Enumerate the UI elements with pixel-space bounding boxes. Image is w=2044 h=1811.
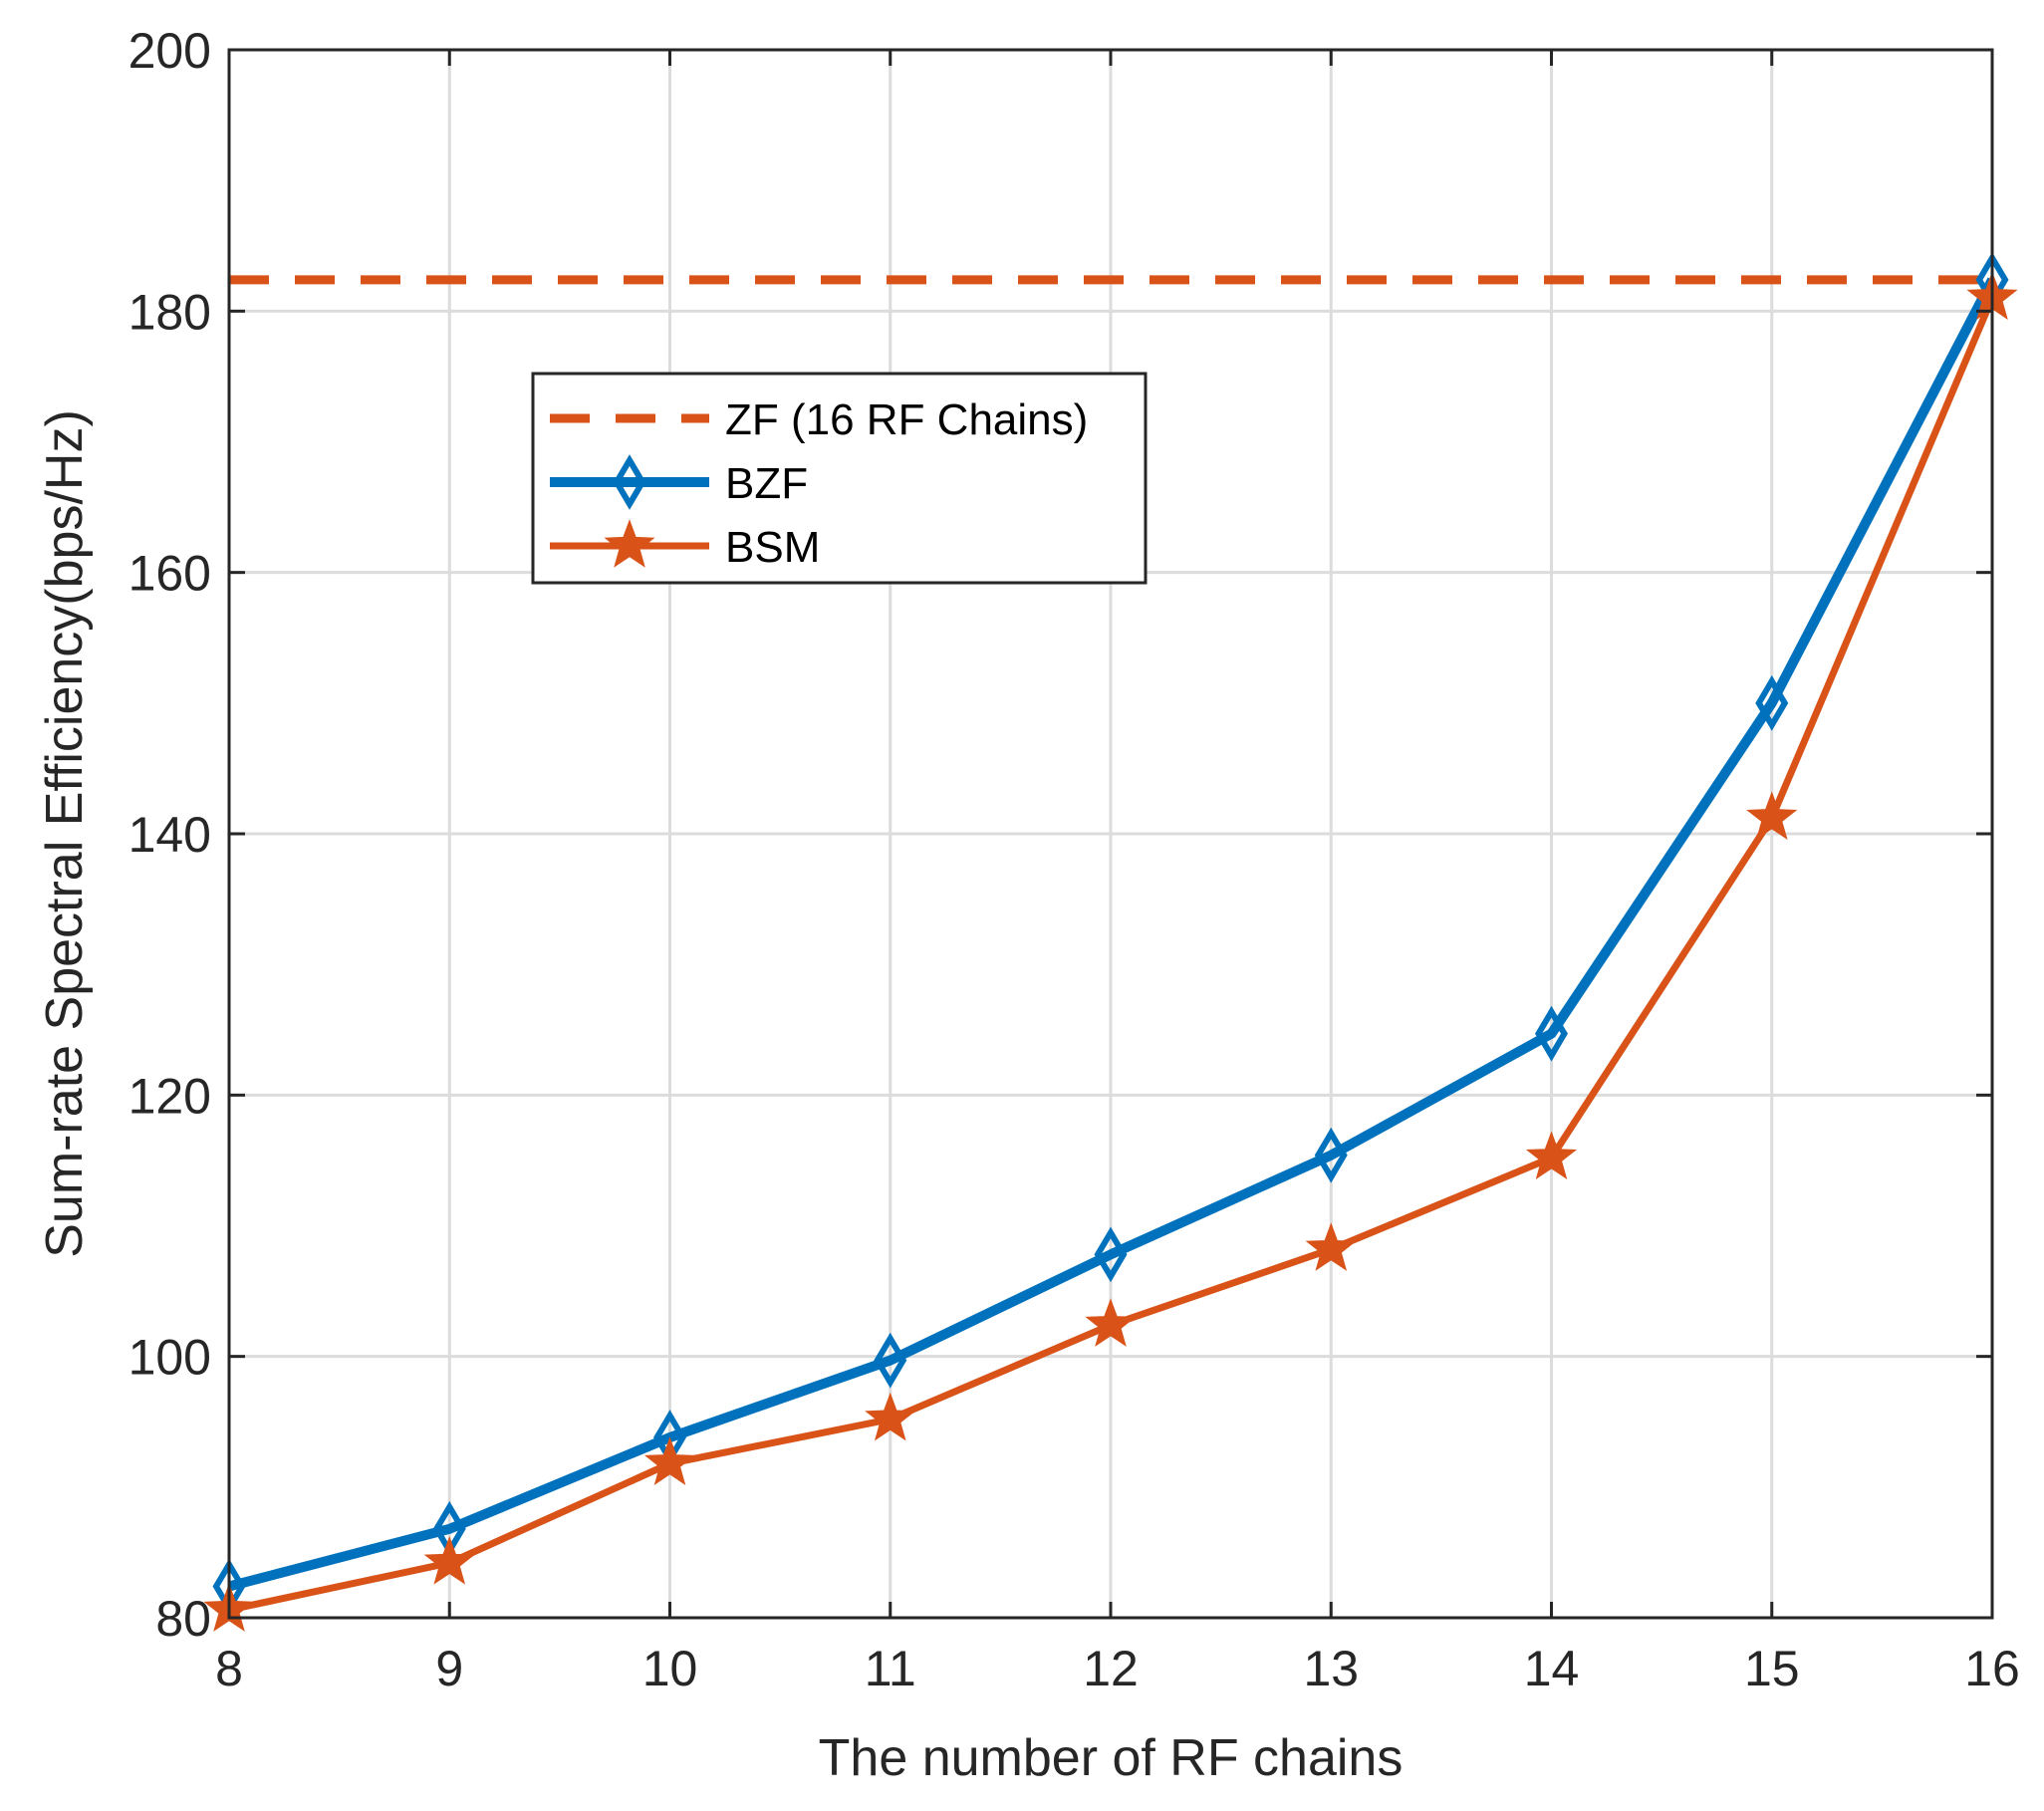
legend-marker-bzf — [613, 454, 646, 510]
y-tick-label: 160 — [128, 546, 211, 602]
x-tick-label: 16 — [1964, 1641, 2020, 1696]
y-tick-label: 180 — [128, 284, 211, 340]
y-tick-labels: 80 100 120 140 160 180 200 — [128, 23, 211, 1647]
data-point-bsm — [1525, 1131, 1578, 1180]
x-tick-label: 10 — [642, 1641, 698, 1696]
x-tick-label: 8 — [215, 1641, 243, 1696]
legend-label-zf: ZF (16 RF Chains) — [725, 395, 1088, 444]
x-axis-label: The number of RF chains — [819, 1729, 1404, 1787]
x-tick-label: 12 — [1083, 1641, 1139, 1696]
x-tick-label: 13 — [1303, 1641, 1359, 1696]
y-tick-label: 200 — [128, 23, 211, 79]
data-point-bzf — [1535, 1005, 1568, 1062]
x-tick-labels: 8 9 10 11 12 13 14 15 16 — [215, 1641, 2020, 1696]
x-tick-label: 9 — [435, 1641, 463, 1696]
legend-swatches — [550, 413, 709, 568]
x-tick-label: 15 — [1744, 1641, 1800, 1696]
data-point-bzf — [1755, 674, 1789, 731]
y-axis-label: Sum-rate Spectral Efficiency(bps/Hz) — [36, 409, 94, 1258]
data-point-bzf — [1314, 1127, 1348, 1183]
x-tick-label: 11 — [865, 1641, 916, 1696]
series-line-bzf — [227, 277, 1997, 1592]
y-tick-label: 80 — [155, 1591, 211, 1647]
data-point-bsm — [1305, 1222, 1357, 1271]
legend-label-bsm: BSM — [725, 523, 820, 572]
data-point-bsm — [643, 1436, 696, 1485]
legend-label-bzf: BZF — [725, 459, 808, 508]
data-point-bzf — [874, 1332, 907, 1389]
data-point-bsm — [1746, 791, 1798, 841]
y-tick-label: 120 — [128, 1068, 211, 1124]
data-point-bsm — [865, 1392, 916, 1441]
tick-marks — [227, 48, 1994, 1620]
data-point-bsm — [1085, 1298, 1137, 1347]
y-tick-label: 140 — [128, 807, 211, 863]
x-tick-label: 14 — [1524, 1641, 1580, 1696]
data-point-bzf — [1094, 1226, 1128, 1283]
y-tick-label: 100 — [128, 1330, 211, 1386]
legend-marker-bsm — [604, 519, 655, 568]
legend: ZF (16 RF Chains) BZF BSM — [531, 372, 1148, 585]
data-point-bsm — [423, 1536, 475, 1585]
